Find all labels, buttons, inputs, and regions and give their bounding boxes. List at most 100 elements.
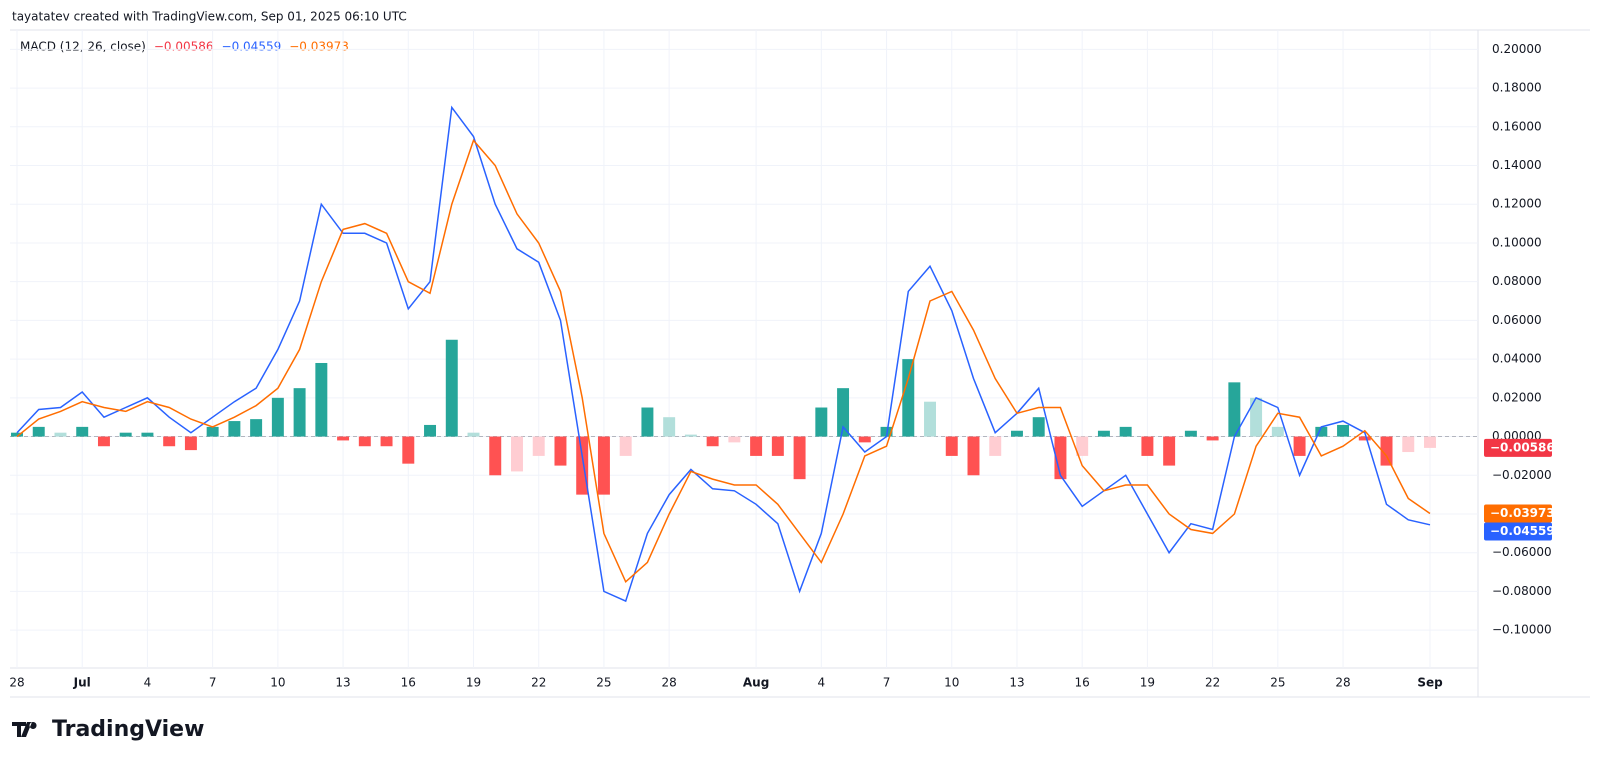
price-tag-label: −0.03973	[1490, 506, 1555, 520]
x-tick-label: 28	[9, 676, 24, 690]
histogram-bar	[424, 424, 437, 437]
legend: MACD (12, 26, close) −0.00586 −0.04559 −0.…	[20, 40, 349, 54]
y-tick-label: 0.20000	[1492, 42, 1542, 56]
x-tick-label: 25	[1270, 676, 1285, 690]
x-tick-label: 10	[944, 676, 959, 690]
logo-icon	[12, 722, 37, 737]
histogram-bar	[554, 436, 567, 466]
y-tick-label: 0.02000	[1492, 390, 1542, 404]
histogram-bar	[1337, 424, 1350, 437]
histogram-bar	[989, 436, 1002, 456]
histogram-bar	[1032, 417, 1045, 437]
histogram-bar	[532, 436, 545, 456]
histogram-bar	[445, 339, 458, 437]
histogram-bar	[119, 432, 132, 437]
x-tick-label: Sep	[1417, 676, 1443, 690]
price-tag	[1484, 438, 1552, 457]
price-tag	[1484, 522, 1552, 541]
x-tick-label: 16	[1075, 676, 1090, 690]
price-tag-label: −0.00586	[1490, 440, 1555, 454]
x-tick-label: Jul	[73, 676, 91, 690]
y-tick-label: 0.04000	[1492, 352, 1542, 366]
histogram-bar	[1184, 430, 1197, 437]
x-tick-label: 13	[335, 676, 350, 690]
histogram-bar	[1424, 436, 1436, 448]
x-tick-label: 7	[209, 676, 217, 690]
histogram-bar	[1315, 426, 1328, 437]
histogram-bar	[97, 436, 110, 447]
histogram-bar	[902, 359, 915, 437]
histogram-bar	[1271, 426, 1284, 437]
histogram-bar	[467, 432, 480, 437]
header: tayatatev created with TradingView.com, …	[12, 10, 407, 24]
x-tick-label: 22	[531, 676, 546, 690]
histogram-bar	[1402, 436, 1415, 453]
x-tick-label: 10	[270, 676, 285, 690]
brand: TradingView	[52, 717, 204, 742]
histogram-bar	[32, 426, 45, 437]
histogram-bar	[163, 436, 176, 447]
histogram-bar	[1163, 436, 1176, 466]
x-tick-label: 22	[1205, 676, 1220, 690]
price-tag	[1484, 504, 1552, 523]
macd-line	[16, 105, 1431, 603]
macd-line	[16, 138, 1431, 584]
histogram-bar	[511, 436, 523, 472]
histogram-bar	[1010, 430, 1023, 437]
histogram-bar	[184, 436, 197, 451]
histogram-bar	[793, 436, 806, 480]
histogram-bar	[771, 436, 784, 456]
histogram-bar	[1141, 436, 1154, 456]
histogram-bar	[750, 436, 763, 456]
histogram-bar	[858, 436, 871, 443]
histogram-bar	[11, 432, 23, 437]
x-tick-label: 16	[401, 676, 416, 690]
histogram-bar	[1228, 382, 1241, 437]
histogram-bar	[489, 436, 502, 476]
x-tick-label: 13	[1009, 676, 1024, 690]
legend-value: −0.04559	[222, 40, 282, 54]
histogram-bar	[1206, 436, 1219, 441]
y-tick-label: 0.16000	[1492, 119, 1542, 133]
histogram-bar	[706, 436, 719, 447]
histogram	[11, 339, 1436, 495]
x-tick-label: 28	[1335, 676, 1350, 690]
x-tick-label: 19	[1140, 676, 1155, 690]
histogram-bar	[619, 436, 632, 456]
histogram-bar	[141, 432, 154, 437]
y-tick-label: 0.12000	[1492, 197, 1542, 211]
histogram-bar	[1076, 436, 1089, 456]
histogram-bar	[206, 426, 219, 437]
histogram-bar	[250, 419, 263, 437]
legend-title: MACD (12, 26, close)	[20, 40, 146, 54]
histogram-bar	[924, 401, 936, 437]
x-tick-label: 4	[144, 676, 152, 690]
histogram-bar	[576, 436, 589, 495]
histogram-bar	[54, 432, 67, 437]
histogram-bar	[684, 434, 697, 437]
y-tick-label: −0.08000	[1492, 584, 1552, 598]
histogram-bar	[641, 407, 654, 437]
grid	[10, 30, 1478, 668]
price-tag-label: −0.04559	[1490, 524, 1555, 538]
histogram-bar	[1250, 397, 1263, 437]
x-tick-label: 28	[662, 676, 677, 690]
histogram-bar	[402, 436, 415, 464]
y-tick-label: 0.06000	[1492, 313, 1542, 327]
x-tick-label: 25	[596, 676, 611, 690]
y-tick-label: 0.10000	[1492, 235, 1542, 249]
histogram-bar	[728, 436, 741, 443]
histogram-bar	[1097, 430, 1110, 437]
histogram-bar	[228, 421, 241, 437]
y-tick-label: −0.06000	[1492, 545, 1552, 559]
y-tick-label: 0.18000	[1492, 81, 1542, 95]
histogram-bar	[597, 436, 610, 495]
histogram-bar	[315, 362, 328, 437]
x-tick-label: 19	[466, 676, 481, 690]
x-tick-label: 7	[883, 676, 891, 690]
histogram-bar	[358, 436, 371, 447]
y-tick-label: 0.08000	[1492, 274, 1542, 288]
logo: TradingView	[12, 717, 204, 742]
lines	[16, 105, 1431, 603]
